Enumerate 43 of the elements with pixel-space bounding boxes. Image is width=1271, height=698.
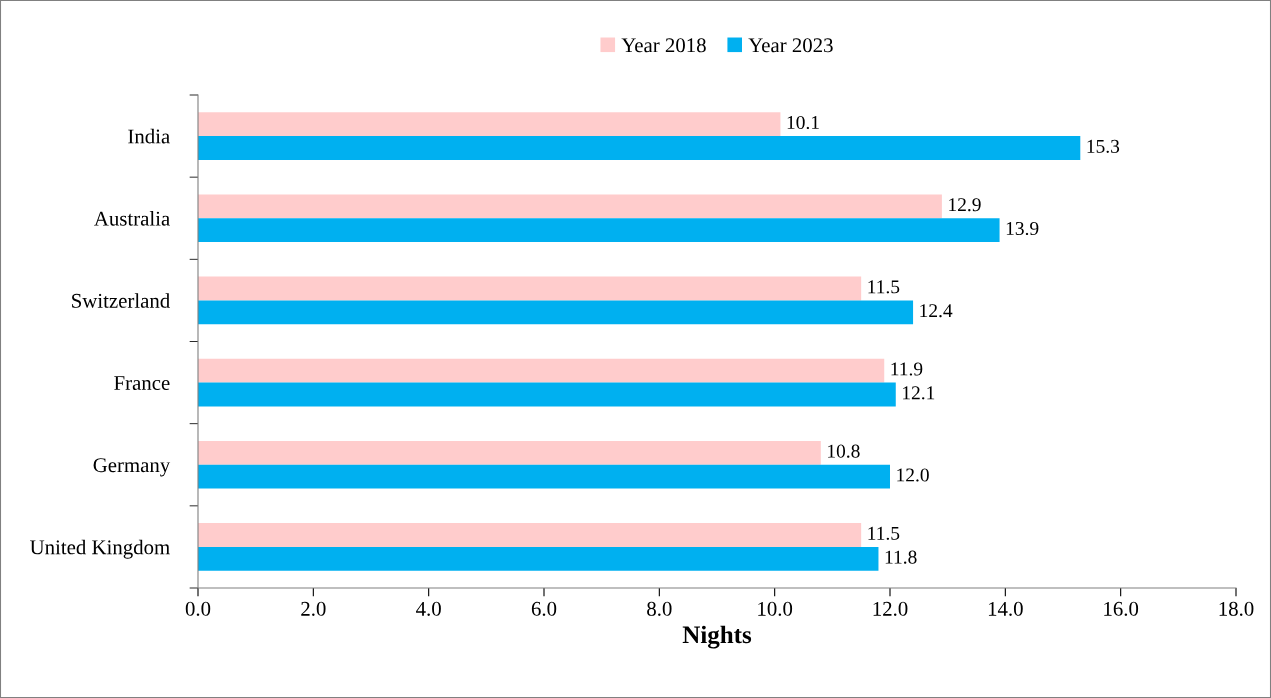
legend-label: Year 2018 <box>621 38 706 53</box>
bar <box>198 300 914 325</box>
x-axis-title: Nights <box>682 625 752 649</box>
data-label: 12.4 <box>920 304 953 318</box>
y-tick-label: Switzerland <box>72 293 170 308</box>
bar <box>198 464 890 489</box>
bar <box>198 523 862 547</box>
x-tick-label: 10.0 <box>758 601 793 616</box>
data-label: 12.1 <box>903 386 935 400</box>
bar <box>198 546 879 571</box>
y-tick-label: Germany <box>93 458 171 477</box>
bar <box>198 218 1000 243</box>
y-tick-label: France <box>114 376 170 391</box>
bar <box>198 440 821 465</box>
x-tick-label: 8.0 <box>647 601 672 616</box>
data-label: 11.9 <box>891 362 923 376</box>
bar <box>198 136 1081 160</box>
x-tick-label: 2.0 <box>301 601 326 616</box>
bar <box>198 276 862 301</box>
bar <box>198 112 781 137</box>
x-tick-label: 4.0 <box>416 601 441 616</box>
data-label: 10.8 <box>828 444 860 458</box>
legend-label: Year 2023 <box>748 38 833 53</box>
y-tick-label: India <box>128 128 170 144</box>
data-label: 15.3 <box>1087 139 1120 153</box>
x-tick-label: 6.0 <box>531 601 557 616</box>
data-label: 11.8 <box>885 550 917 564</box>
bar <box>198 382 896 407</box>
data-label: 12.0 <box>897 468 929 482</box>
data-label: 10.1 <box>787 115 819 130</box>
x-tick-label: 18.0 <box>1219 601 1254 616</box>
bar <box>198 194 942 219</box>
x-tick-label: 12.0 <box>873 601 908 616</box>
x-tick-label: 14.0 <box>988 601 1023 616</box>
y-tick-label: Australia <box>94 211 170 226</box>
x-tick-label: 0.0 <box>185 601 211 616</box>
x-tick-label: 16.0 <box>1104 601 1139 616</box>
bar <box>198 358 885 383</box>
data-label: 13.9 <box>1006 221 1039 236</box>
data-label: 12.9 <box>949 198 981 212</box>
data-label: 11.5 <box>868 280 900 294</box>
data-label: 11.5 <box>868 526 900 540</box>
y-tick-label: United Kingdom <box>30 539 170 559</box>
